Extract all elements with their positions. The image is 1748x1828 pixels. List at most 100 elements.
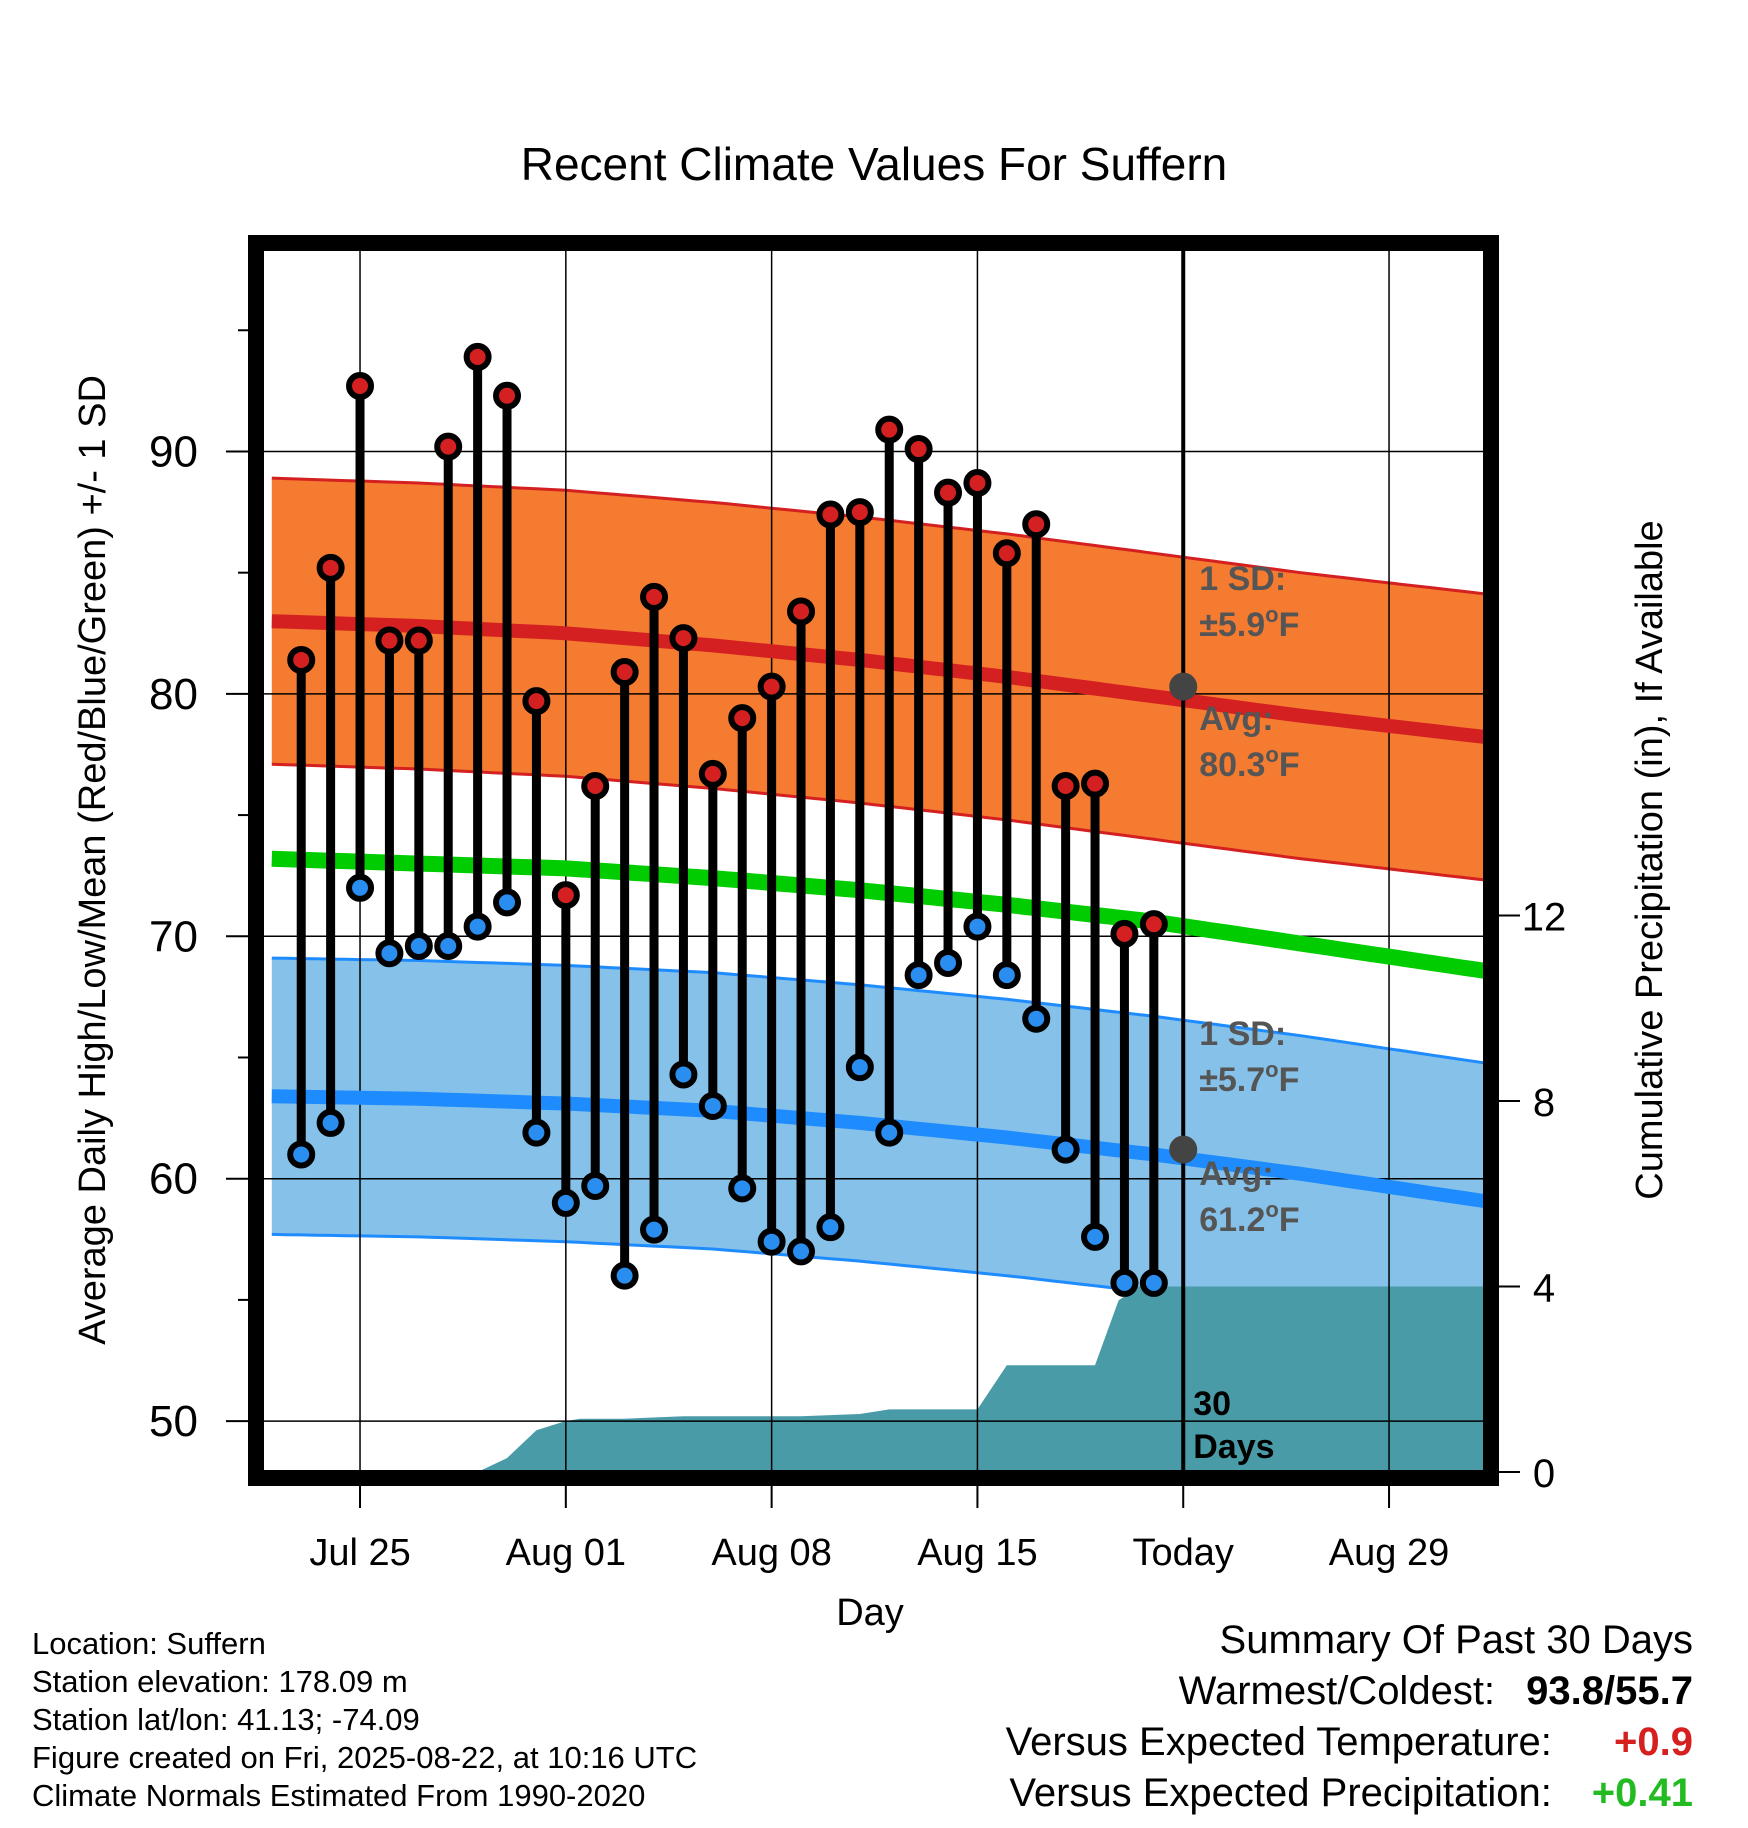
daily-high-point <box>375 626 404 655</box>
daily-low-point <box>963 912 992 941</box>
daily-high-point <box>522 687 551 716</box>
daily-high-point <box>669 624 698 653</box>
station-info: Location: Suffern Station elevation: 178… <box>32 1625 697 1815</box>
summary-warmest-row: Warmest/Coldest: 93.8/55.7 <box>1006 1666 1693 1717</box>
daily-low-point <box>787 1237 816 1266</box>
summary-title: Summary Of Past 30 Days <box>1219 1618 1693 1662</box>
daily-low-point <box>434 931 463 960</box>
y2-tick-label: 8 <box>1533 1081 1555 1125</box>
daily-stems <box>296 356 1159 1283</box>
daily-high-point <box>875 415 904 444</box>
station-elevation: Station elevation: 178.09 m <box>32 1664 408 1699</box>
low-sd-annotation-line1: 1 SD: <box>1199 1015 1286 1053</box>
daily-low-point <box>904 961 933 990</box>
daily-low-point <box>463 912 492 941</box>
daily-low-point <box>1051 1135 1080 1164</box>
low-sd-annotation-line2: ±5.7oF <box>1199 1057 1299 1099</box>
daily-high-point <box>992 539 1021 568</box>
daily-low-point <box>845 1053 874 1082</box>
daily-high-point <box>463 342 492 371</box>
daily-low-point <box>992 961 1021 990</box>
daily-low-point <box>728 1174 757 1203</box>
y-axis-label: Average Daily High/Low/Mean (Red/Blue/Gr… <box>72 375 114 1345</box>
daily-low-point <box>816 1213 845 1242</box>
axes: 50 60 70 80 90 0 4 8 12 Jul 25 Aug 01 Aug 08 Aug 15 T… <box>149 329 1567 1574</box>
summary-temp-label: Versus Expected Temperature: <box>1005 1720 1552 1764</box>
low-sd-band <box>271 958 1489 1340</box>
today-line <box>1169 243 1198 1472</box>
daily-low-point <box>669 1060 698 1089</box>
daily-low-point <box>875 1118 904 1147</box>
days-annotation: 30 Days <box>1193 1385 1274 1466</box>
high-sd-band <box>271 478 1489 881</box>
daily-high-point <box>404 626 433 655</box>
low-avg-annotation: Avg: 61.2oF <box>1199 1155 1299 1239</box>
daily-high-point <box>904 435 933 464</box>
daily-low-point <box>522 1118 551 1147</box>
low-avg-annotation-line1: Avg: <box>1199 1155 1273 1193</box>
high-sd-annotation-line1: 1 SD: <box>1199 560 1286 598</box>
station-location: Location: Suffern <box>32 1626 266 1661</box>
daily-high-point <box>963 468 992 497</box>
daily-high-point <box>551 881 580 910</box>
low-sd-upper-edge <box>271 956 1489 1066</box>
x-tick-label: Jul 25 <box>309 1532 410 1574</box>
low-sd-annotation: 1 SD: ±5.7oF <box>1199 1015 1299 1099</box>
daily-high-point <box>816 500 845 529</box>
climate-normals-source: Climate Normals Estimated From 1990-2020 <box>32 1778 646 1813</box>
daily-low-point <box>610 1261 639 1290</box>
daily-high-point <box>845 498 874 527</box>
daily-low-point <box>934 948 963 977</box>
daily-high-point <box>287 645 316 674</box>
y-tick-label: 60 <box>149 1155 198 1204</box>
daily-high-point <box>493 381 522 410</box>
high-sd-annotation: 1 SD: ±5.9oF <box>1199 560 1299 644</box>
y2-tick-label: 4 <box>1533 1266 1555 1310</box>
daily-low-point <box>551 1188 580 1217</box>
daily-dots <box>287 342 1168 1297</box>
daily-low-point <box>346 873 375 902</box>
x-tick-label: Aug 01 <box>506 1532 626 1574</box>
days-annotation-line1: 30 <box>1193 1385 1231 1423</box>
daily-high-point <box>1081 769 1110 798</box>
plot-area <box>263 243 1489 1472</box>
daily-high-point <box>1051 771 1080 800</box>
daily-low-point <box>581 1171 610 1200</box>
y-tick-label: 50 <box>149 1397 198 1446</box>
daily-high-point <box>728 704 757 733</box>
daily-high-point <box>640 582 669 611</box>
y-tick-label: 80 <box>149 670 198 719</box>
chart-title: Recent Climate Values For Suffern <box>521 138 1228 190</box>
high-avg-annotation: Avg: 80.3oF <box>1199 700 1299 784</box>
daily-low-point <box>1110 1268 1139 1297</box>
daily-low-point <box>316 1108 345 1137</box>
today-low-avg-marker <box>1169 1135 1198 1164</box>
daily-low-point <box>404 931 433 960</box>
station-latlon: Station lat/lon: 41.13; -74.09 <box>32 1702 420 1737</box>
summary-panel: Summary Of Past 30 Days Warmest/Coldest:… <box>1006 1615 1693 1819</box>
daily-high-point <box>698 759 727 788</box>
summary-temp-value: +0.9 <box>1614 1720 1693 1764</box>
daily-low-point <box>1081 1222 1110 1251</box>
y2-tick-label: 12 <box>1522 895 1567 939</box>
daily-high-point <box>610 658 639 687</box>
summary-precip-label: Versus Expected Precipitation: <box>1009 1771 1552 1815</box>
summary-temp-row: Versus Expected Temperature: +0.9 <box>1006 1717 1693 1768</box>
precipitation-area <box>477 1286 1489 1472</box>
figure-created: Figure created on Fri, 2025-08-22, at 10… <box>32 1740 698 1775</box>
high-sd-annotation-line2: ±5.9oF <box>1199 602 1299 644</box>
daily-high-point <box>581 771 610 800</box>
x-axis-label: Day <box>836 1592 904 1634</box>
daily-low-point <box>1139 1268 1168 1297</box>
daily-low-point <box>287 1140 316 1169</box>
daily-high-point <box>1022 510 1051 539</box>
daily-high-point <box>934 478 963 507</box>
days-annotation-line2: Days <box>1193 1428 1274 1466</box>
x-tick-label: Aug 08 <box>711 1532 831 1574</box>
daily-high-point <box>346 372 375 401</box>
daily-low-point <box>698 1091 727 1120</box>
daily-high-point <box>1139 910 1168 939</box>
daily-low-point <box>757 1227 786 1256</box>
daily-high-point <box>434 432 463 461</box>
daily-low-point <box>640 1215 669 1244</box>
